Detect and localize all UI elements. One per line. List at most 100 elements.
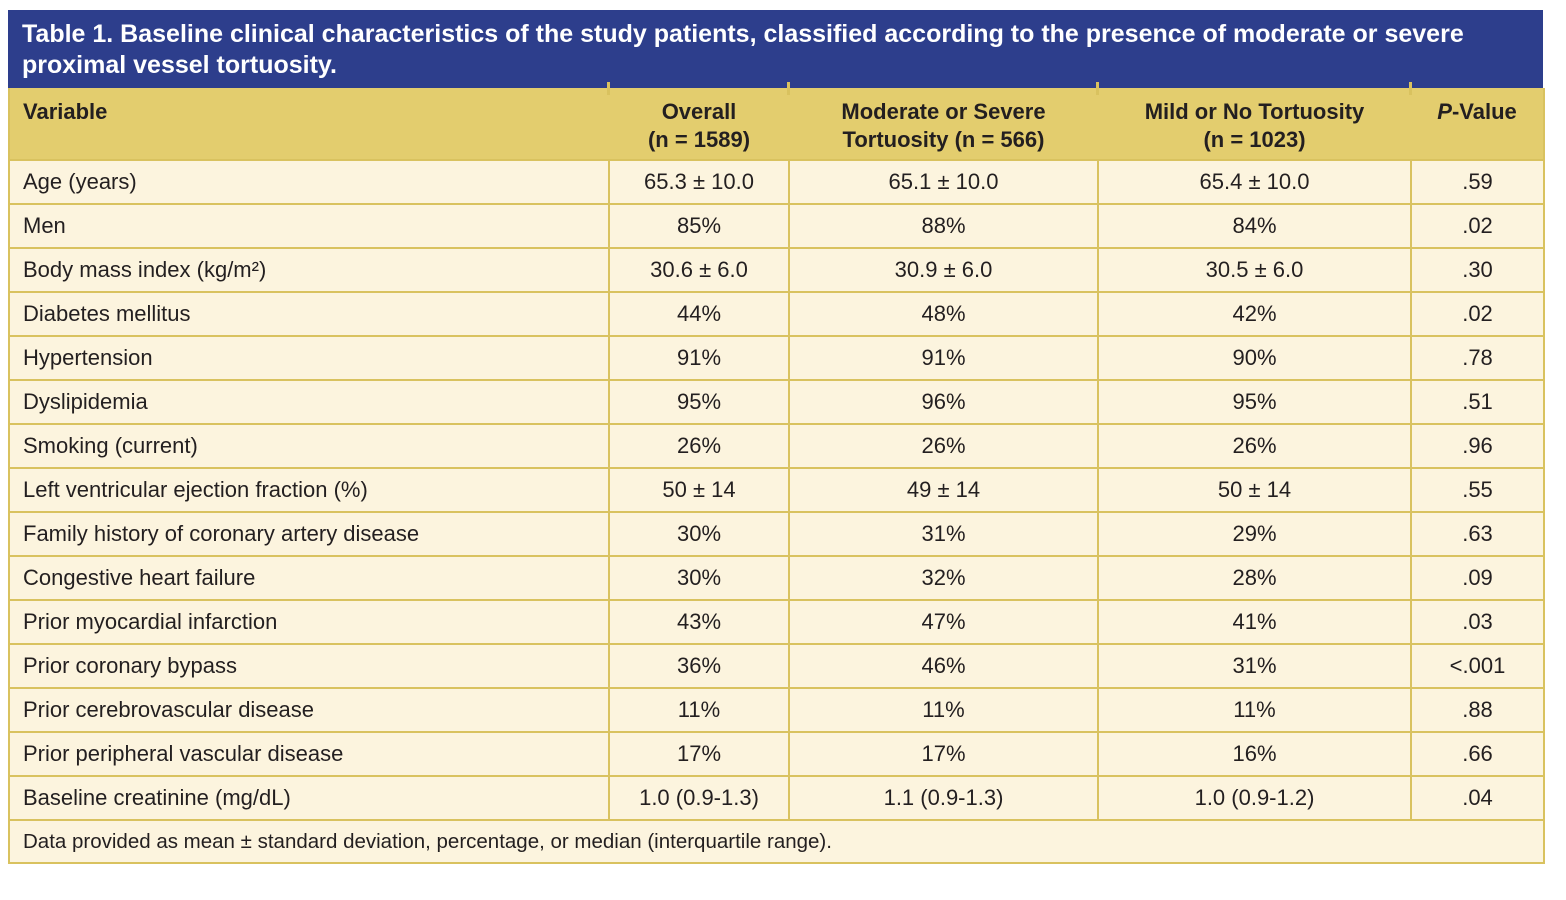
- cell-overall: 36%: [608, 643, 790, 689]
- header-line-2: (n = 1589): [647, 127, 751, 152]
- cell-moderate-severe: 26%: [788, 423, 1099, 469]
- cell-variable: Left ventricular ejection fraction (%): [8, 467, 610, 513]
- cell-overall: 43%: [608, 599, 790, 645]
- cell-mild-none: 30.5 ± 6.0: [1097, 247, 1412, 293]
- cell-moderate-severe: 91%: [788, 335, 1099, 381]
- cell-p-value: .66: [1410, 731, 1545, 777]
- table-row: Left ventricular ejection fraction (%) 5…: [8, 467, 1545, 513]
- cell-variable: Family history of coronary artery diseas…: [8, 511, 610, 557]
- table-row: Body mass index (kg/m²) 30.6 ± 6.0 30.9 …: [8, 247, 1545, 293]
- table-row: Age (years) 65.3 ± 10.0 65.1 ± 10.0 65.4…: [8, 159, 1545, 205]
- cell-overall: 91%: [608, 335, 790, 381]
- cell-overall: 50 ± 14: [608, 467, 790, 513]
- cell-p-value: .55: [1410, 467, 1545, 513]
- cell-overall: 65.3 ± 10.0: [608, 159, 790, 205]
- table-row: Baseline creatinine (mg/dL) 1.0 (0.9-1.3…: [8, 775, 1545, 821]
- table-figure: Table 1. Baseline clinical characteristi…: [8, 10, 1545, 864]
- cell-p-value: .96: [1410, 423, 1545, 469]
- cell-variable: Dyslipidemia: [8, 379, 610, 425]
- cell-overall: 26%: [608, 423, 790, 469]
- table-title: Table 1. Baseline clinical characteristi…: [22, 20, 1464, 79]
- header-line-2: Tortuosity (n = 566): [842, 127, 1045, 152]
- cell-mild-none: 1.0 (0.9-1.2): [1097, 775, 1412, 821]
- column-header-overall: Overall (n = 1589): [607, 82, 789, 160]
- cell-mild-none: 26%: [1097, 423, 1412, 469]
- column-header-moderate-severe-tortuosity: Moderate or Severe Tortuosity (n = 566): [787, 82, 1098, 160]
- cell-mild-none: 65.4 ± 10.0: [1097, 159, 1412, 205]
- cell-mild-none: 90%: [1097, 335, 1412, 381]
- cell-p-value: .63: [1410, 511, 1545, 557]
- cell-variable: Smoking (current): [8, 423, 610, 469]
- cell-moderate-severe: 31%: [788, 511, 1099, 557]
- cell-moderate-severe: 47%: [788, 599, 1099, 645]
- cell-variable: Prior myocardial infarction: [8, 599, 610, 645]
- table-row: Prior coronary bypass 36% 46% 31% <.001: [8, 643, 1545, 689]
- cell-p-value: .51: [1410, 379, 1545, 425]
- cell-mild-none: 50 ± 14: [1097, 467, 1412, 513]
- cell-mild-none: 29%: [1097, 511, 1412, 557]
- cell-moderate-severe: 17%: [788, 731, 1099, 777]
- cell-overall: 30%: [608, 511, 790, 557]
- footnote-row: Data provided as mean ± standard deviati…: [8, 819, 1545, 864]
- cell-moderate-severe: 1.1 (0.9-1.3): [788, 775, 1099, 821]
- cell-overall: 1.0 (0.9-1.3): [608, 775, 790, 821]
- table-row: Prior cerebrovascular disease 11% 11% 11…: [8, 687, 1545, 733]
- cell-overall: 30%: [608, 555, 790, 601]
- cell-moderate-severe: 30.9 ± 6.0: [788, 247, 1099, 293]
- cell-p-value: .02: [1410, 203, 1545, 249]
- cell-mild-none: 31%: [1097, 643, 1412, 689]
- cell-moderate-severe: 96%: [788, 379, 1099, 425]
- cell-mild-none: 42%: [1097, 291, 1412, 337]
- table-row: Prior myocardial infarction 43% 47% 41% …: [8, 599, 1545, 645]
- p-value-label: P-Value: [1437, 99, 1517, 124]
- cell-variable: Diabetes mellitus: [8, 291, 610, 337]
- cell-p-value: <.001: [1410, 643, 1545, 689]
- cell-moderate-severe: 48%: [788, 291, 1099, 337]
- cell-overall: 11%: [608, 687, 790, 733]
- cell-overall: 17%: [608, 731, 790, 777]
- table-row: Hypertension 91% 91% 90% .78: [8, 335, 1545, 381]
- cell-mild-none: 28%: [1097, 555, 1412, 601]
- cell-variable: Body mass index (kg/m²): [8, 247, 610, 293]
- column-header-p-value: P-Value: [1409, 82, 1544, 160]
- table-footnote: Data provided as mean ± standard deviati…: [8, 819, 1545, 864]
- cell-overall: 85%: [608, 203, 790, 249]
- cell-variable: Prior peripheral vascular disease: [8, 731, 610, 777]
- table-row: Family history of coronary artery diseas…: [8, 511, 1545, 557]
- baseline-characteristics-table: Variable Overall (n = 1589) Moderate or …: [8, 82, 1545, 864]
- cell-moderate-severe: 65.1 ± 10.0: [788, 159, 1099, 205]
- header-line-1: Overall: [661, 99, 737, 124]
- column-header-mild-no-tortuosity: Mild or No Tortuosity (n = 1023): [1096, 82, 1411, 160]
- cell-p-value: .04: [1410, 775, 1545, 821]
- header-row: Variable Overall (n = 1589) Moderate or …: [9, 82, 1544, 160]
- cell-overall: 95%: [608, 379, 790, 425]
- cell-moderate-severe: 49 ± 14: [788, 467, 1099, 513]
- cell-mild-none: 41%: [1097, 599, 1412, 645]
- cell-p-value: .59: [1410, 159, 1545, 205]
- table-body: Age (years) 65.3 ± 10.0 65.1 ± 10.0 65.4…: [8, 159, 1545, 821]
- table-title-bar: Table 1. Baseline clinical characteristi…: [8, 10, 1543, 88]
- cell-variable: Men: [8, 203, 610, 249]
- cell-variable: Age (years): [8, 159, 610, 205]
- cell-overall: 44%: [608, 291, 790, 337]
- cell-mild-none: 16%: [1097, 731, 1412, 777]
- cell-variable: Hypertension: [8, 335, 610, 381]
- cell-moderate-severe: 46%: [788, 643, 1099, 689]
- cell-p-value: .09: [1410, 555, 1545, 601]
- cell-p-value: .30: [1410, 247, 1545, 293]
- cell-p-value: .78: [1410, 335, 1545, 381]
- header-line-2: (n = 1023): [1203, 127, 1306, 152]
- cell-overall: 30.6 ± 6.0: [608, 247, 790, 293]
- cell-mild-none: 11%: [1097, 687, 1412, 733]
- cell-moderate-severe: 88%: [788, 203, 1099, 249]
- cell-p-value: .03: [1410, 599, 1545, 645]
- table-row: Men 85% 88% 84% .02: [8, 203, 1545, 249]
- cell-moderate-severe: 11%: [788, 687, 1099, 733]
- cell-variable: Prior coronary bypass: [8, 643, 610, 689]
- cell-mild-none: 84%: [1097, 203, 1412, 249]
- table-row: Prior peripheral vascular disease 17% 17…: [8, 731, 1545, 777]
- cell-variable: Prior cerebrovascular disease: [8, 687, 610, 733]
- table-row: Dyslipidemia 95% 96% 95% .51: [8, 379, 1545, 425]
- header-line-1: Mild or No Tortuosity: [1144, 99, 1365, 124]
- header-line-1: Moderate or Severe: [841, 99, 1046, 124]
